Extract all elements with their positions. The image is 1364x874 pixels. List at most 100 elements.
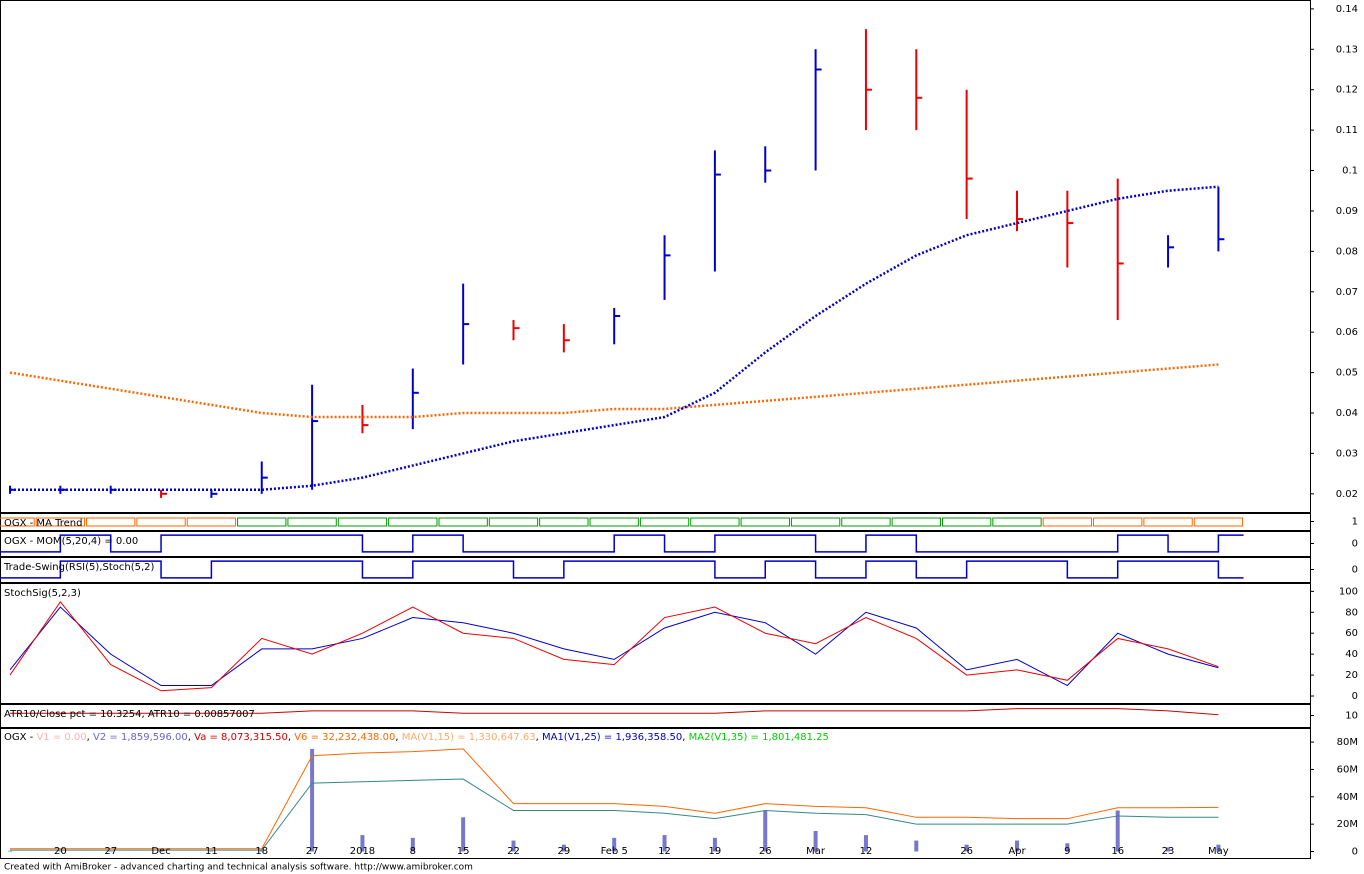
- y-tick-label: 80M: [1337, 737, 1358, 748]
- trend-cell: [1143, 517, 1193, 527]
- volume-bar: [1015, 840, 1019, 852]
- panel-title: StochSig(5,2,3): [4, 588, 81, 599]
- y-tick-label: 80: [1345, 607, 1358, 618]
- x-tick-label: May: [1208, 846, 1229, 857]
- x-tick-label: 9: [1064, 846, 1070, 857]
- trend-cell: [287, 517, 337, 527]
- x-tick-label: Apr: [1008, 846, 1026, 857]
- x-tick-label: 15: [457, 846, 470, 857]
- trend-cell: [891, 517, 941, 527]
- volume-bar: [662, 835, 667, 852]
- trend-cell: [589, 517, 639, 527]
- legend-part: OGX -: [4, 732, 36, 743]
- y-tick-label: 0.09: [1336, 206, 1358, 217]
- series-line: [10, 778, 1219, 851]
- panel-frame: [0, 0, 1311, 513]
- x-tick-label: 8: [410, 846, 416, 857]
- panel-frame: [0, 583, 1311, 704]
- series-line: [10, 708, 1219, 716]
- x-tick-label: 16: [1111, 846, 1124, 857]
- volume-bar: [712, 837, 717, 852]
- volume-bar: [1216, 844, 1221, 852]
- trend-cell: [841, 517, 891, 527]
- panel-legend: OGX - V1 = 0.00, V2 = 1,859,596.00, Va =…: [4, 732, 829, 743]
- separator: ,: [536, 732, 542, 743]
- x-tick-label: 26: [759, 846, 772, 857]
- step-line: [0, 560, 1244, 579]
- x-tick-label: 22: [507, 846, 520, 857]
- series-line: [10, 748, 1219, 850]
- trend-cell: [186, 517, 237, 527]
- separator: ,: [87, 732, 93, 743]
- panel-title: OGX - MOM(5,20,4) = 0.00: [4, 536, 138, 547]
- legend-part: MA1(V1,25) = 1,936,358.50: [542, 732, 682, 743]
- trend-cell: [690, 517, 740, 527]
- y-tick-label: 0.06: [1336, 327, 1358, 338]
- y-tick-label: 60M: [1337, 764, 1358, 775]
- x-tick-label: 20: [54, 846, 67, 857]
- y-tick-label: 1: [1352, 517, 1358, 528]
- y-tick-label: 0.1: [1342, 166, 1358, 177]
- panel-title: ATR10/Close pct = 10.3254, ATR10 = 0.008…: [4, 709, 255, 720]
- trend-cell: [941, 517, 992, 527]
- y-tick-label: 60: [1345, 628, 1358, 639]
- trend-cell: [0, 517, 35, 527]
- volume-bar: [863, 835, 868, 852]
- series-line: [9, 606, 1219, 687]
- volume-bar: [1166, 847, 1171, 852]
- trend-cell: [337, 517, 388, 527]
- y-tick-label: 0.13: [1336, 44, 1358, 55]
- separator: ,: [682, 732, 688, 743]
- trend-cell: [1093, 517, 1143, 527]
- y-tick-label: 0: [1352, 539, 1358, 550]
- series-line: [10, 185, 1219, 492]
- y-tick-label: 0.11: [1336, 125, 1358, 136]
- y-tick-label: 0: [1352, 565, 1358, 576]
- y-tick-label: 20M: [1337, 819, 1358, 830]
- y-tick-label: 0.07: [1336, 287, 1358, 298]
- trend-cell: [438, 517, 488, 527]
- step-line: [0, 534, 1244, 553]
- x-tick-label: 2018: [350, 846, 375, 857]
- series-line: [9, 600, 1219, 692]
- trend-cell: [388, 517, 438, 527]
- volume-bar: [561, 844, 566, 852]
- trend-cell: [35, 517, 86, 527]
- volume-bar: [612, 837, 617, 852]
- trend-cell: [639, 517, 690, 527]
- legend-part: MA(V1,15) = 1,330,647.63: [402, 732, 536, 743]
- volume-bar: [813, 830, 818, 852]
- trend-cell: [992, 517, 1042, 527]
- volume-bar: [1115, 810, 1120, 852]
- x-tick-label: Mar: [806, 846, 826, 857]
- x-tick-label: 12: [658, 846, 671, 857]
- panel-title: Trade-Swing(RSI(5),Stoch(5,2): [3, 562, 154, 573]
- volume-bar: [108, 850, 113, 852]
- y-tick-label: 40: [1345, 649, 1358, 660]
- legend-part: Va = 8,073,315.50: [194, 732, 288, 743]
- x-tick-label: 23: [1162, 846, 1175, 857]
- x-tick-label: 11: [205, 846, 218, 857]
- trend-cell: [1042, 517, 1093, 527]
- volume-bar: [964, 844, 969, 852]
- y-tick-label: 0.05: [1336, 368, 1358, 379]
- panel-frame: [0, 728, 1311, 859]
- y-tick-label: 100: [1339, 586, 1358, 597]
- legend-part: V2 = 1,859,596.00: [93, 732, 188, 743]
- volume-bar: [310, 748, 315, 852]
- volume-bar: [410, 837, 415, 852]
- volume-bar: [461, 817, 466, 852]
- volume-bar: [360, 835, 365, 852]
- legend-part: MA2(V1,35) = 1,801,481.25: [689, 732, 829, 743]
- volume-bar: [8, 850, 12, 852]
- volume-bar: [763, 810, 768, 852]
- y-tick-label: 0.08: [1336, 246, 1358, 257]
- volume-bar: [1065, 843, 1070, 852]
- trend-cell: [1193, 517, 1244, 527]
- y-tick-label: 0: [1352, 847, 1358, 858]
- volume-bar: [914, 840, 919, 852]
- volume-bar: [511, 840, 516, 852]
- separator: ,: [188, 732, 194, 743]
- y-tick-label: 0: [1352, 691, 1358, 702]
